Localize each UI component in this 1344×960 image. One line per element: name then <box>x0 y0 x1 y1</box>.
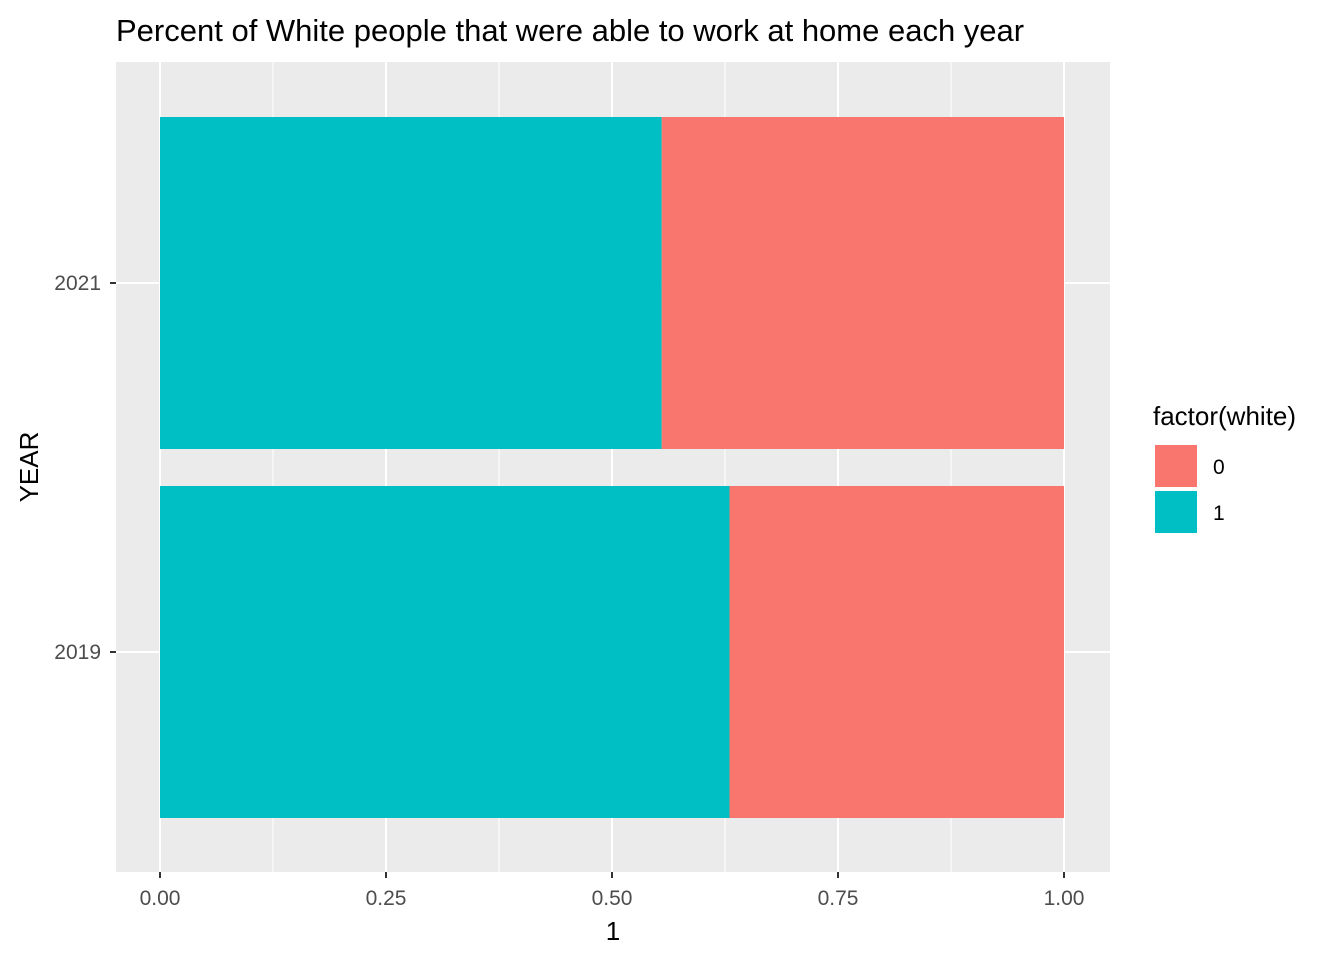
legend-key-1 <box>1155 491 1197 533</box>
legend-label: 0 <box>1213 456 1225 479</box>
x-tick-label: 1.00 <box>1044 887 1085 910</box>
bars <box>160 117 1064 818</box>
x-tick-label: 0.75 <box>818 887 859 910</box>
bar-2019-series-0 <box>729 486 1064 818</box>
x-tick-label: 0.50 <box>592 887 633 910</box>
chart-title: Percent of White people that were able t… <box>116 13 1024 48</box>
legend: factor(white) 0 1 <box>1153 401 1296 533</box>
y-tick-label: 2021 <box>54 272 101 295</box>
bar-2021-series-0 <box>661 117 1064 449</box>
y-axis: 2019 2021 <box>54 272 116 664</box>
legend-key-0 <box>1155 445 1197 487</box>
x-tick-label: 0.25 <box>366 887 407 910</box>
bar-2021-series-1 <box>160 117 662 449</box>
x-tick-label: 0.00 <box>140 887 181 910</box>
x-axis-title: 1 <box>606 916 620 946</box>
y-tick-label: 2019 <box>54 641 101 664</box>
legend-title: factor(white) <box>1153 401 1296 431</box>
y-axis-title: YEAR <box>14 432 44 503</box>
legend-label: 1 <box>1213 502 1225 525</box>
x-axis: 0.00 0.25 0.50 0.75 1.00 <box>140 872 1085 910</box>
bar-2019-series-1 <box>160 486 730 818</box>
